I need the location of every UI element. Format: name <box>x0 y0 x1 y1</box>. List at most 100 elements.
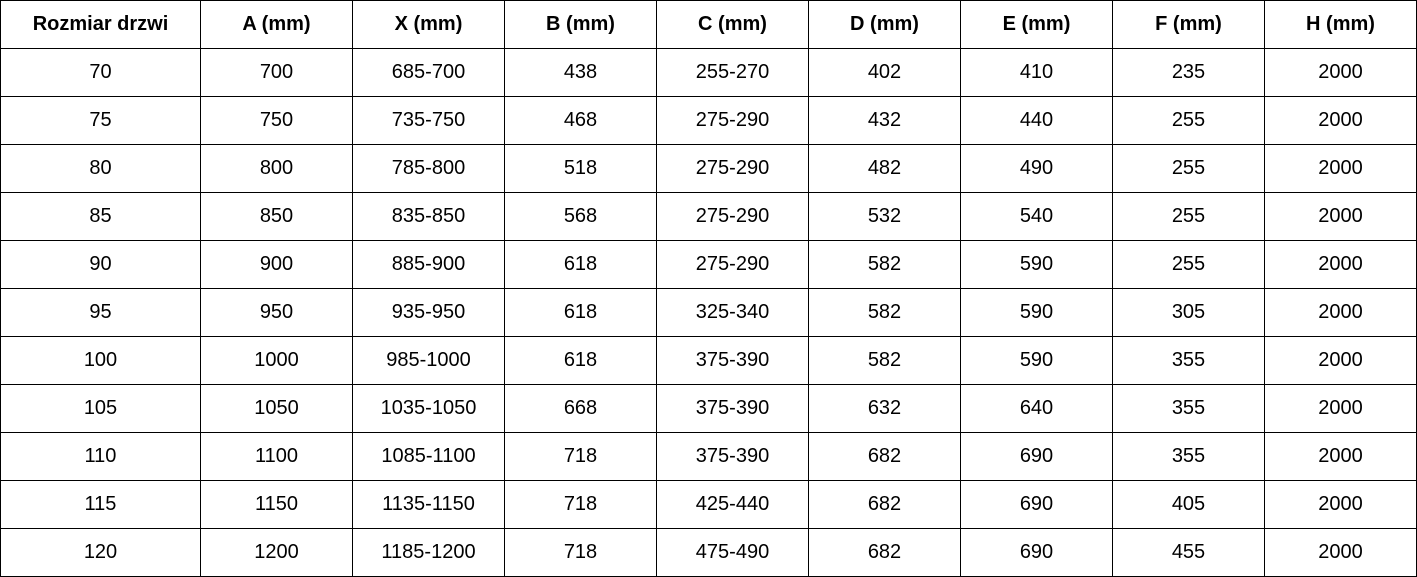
table-cell: 438 <box>504 48 657 97</box>
table-cell: 850 <box>200 192 353 241</box>
table-cell: 375-390 <box>656 384 809 433</box>
table-cell: 1135-1150 <box>352 480 505 529</box>
table-cell: 1035-1050 <box>352 384 505 433</box>
table-cell: 455 <box>1112 528 1265 577</box>
table-row: 115 1150 1135-1150 718 425-440 682 690 405 2000 <box>0 480 1417 529</box>
table-cell: 518 <box>504 144 657 193</box>
table-cell: 95 <box>0 288 201 337</box>
table-row: 70 700 685-700 438 255-270 402 410 235 2000 <box>0 48 1417 97</box>
table-cell: 440 <box>960 96 1113 145</box>
table-cell: 532 <box>808 192 961 241</box>
column-header: D (mm) <box>808 0 961 49</box>
table-row: 80 800 785-800 518 275-290 482 490 255 2000 <box>0 144 1417 193</box>
column-header: A (mm) <box>200 0 353 49</box>
table-cell: 690 <box>960 480 1113 529</box>
table-cell: 405 <box>1112 480 1265 529</box>
table-cell: 115 <box>0 480 201 529</box>
table-cell: 900 <box>200 240 353 289</box>
table-cell: 105 <box>0 384 201 433</box>
column-header: E (mm) <box>960 0 1113 49</box>
table-cell: 718 <box>504 432 657 481</box>
table-cell: 235 <box>1112 48 1265 97</box>
table-cell: 1000 <box>200 336 353 385</box>
table-cell: 120 <box>0 528 201 577</box>
table-row: 90 900 885-900 618 275-290 582 590 255 2000 <box>0 240 1417 289</box>
table-cell: 375-390 <box>656 432 809 481</box>
table-cell: 255-270 <box>656 48 809 97</box>
table-cell: 835-850 <box>352 192 505 241</box>
table-cell: 800 <box>200 144 353 193</box>
table-cell: 475-490 <box>656 528 809 577</box>
table-cell: 375-390 <box>656 336 809 385</box>
table-cell: 885-900 <box>352 240 505 289</box>
table-row: 110 1100 1085-1100 718 375-390 682 690 355 2000 <box>0 432 1417 481</box>
table-cell: 690 <box>960 432 1113 481</box>
table-cell: 325-340 <box>656 288 809 337</box>
table-cell: 305 <box>1112 288 1265 337</box>
table-row: 120 1200 1185-1200 718 475-490 682 690 455 2000 <box>0 528 1417 577</box>
table-cell: 700 <box>200 48 353 97</box>
header-row: Rozmiar drzwi A (mm) X (mm) B (mm) C (mm) D (… <box>0 0 1417 49</box>
table-cell: 70 <box>0 48 201 97</box>
table-cell: 110 <box>0 432 201 481</box>
table-cell: 735-750 <box>352 96 505 145</box>
table-cell: 2000 <box>1264 144 1417 193</box>
table-cell: 632 <box>808 384 961 433</box>
table-cell: 2000 <box>1264 192 1417 241</box>
table-cell: 275-290 <box>656 192 809 241</box>
column-header: Rozmiar drzwi <box>0 0 201 49</box>
table-cell: 2000 <box>1264 528 1417 577</box>
table-cell: 618 <box>504 240 657 289</box>
table-cell: 1085-1100 <box>352 432 505 481</box>
table-cell: 2000 <box>1264 384 1417 433</box>
table-cell: 950 <box>200 288 353 337</box>
table-cell: 402 <box>808 48 961 97</box>
table-cell: 568 <box>504 192 657 241</box>
table-cell: 468 <box>504 96 657 145</box>
table-cell: 90 <box>0 240 201 289</box>
table-cell: 1150 <box>200 480 353 529</box>
table-cell: 490 <box>960 144 1113 193</box>
table-row: 75 750 735-750 468 275-290 432 440 255 2000 <box>0 96 1417 145</box>
table-cell: 2000 <box>1264 336 1417 385</box>
table-cell: 540 <box>960 192 1113 241</box>
table-cell: 275-290 <box>656 144 809 193</box>
table-cell: 1100 <box>200 432 353 481</box>
table-cell: 2000 <box>1264 480 1417 529</box>
table-cell: 275-290 <box>656 96 809 145</box>
table-cell: 1200 <box>200 528 353 577</box>
table-cell: 668 <box>504 384 657 433</box>
table-row: 95 950 935-950 618 325-340 582 590 305 2000 <box>0 288 1417 337</box>
table-cell: 682 <box>808 480 961 529</box>
table-cell: 80 <box>0 144 201 193</box>
table-cell: 355 <box>1112 432 1265 481</box>
table-cell: 432 <box>808 96 961 145</box>
table-cell: 2000 <box>1264 432 1417 481</box>
table-row: 105 1050 1035-1050 668 375-390 632 640 355 2000 <box>0 384 1417 433</box>
table-cell: 582 <box>808 240 961 289</box>
table-cell: 718 <box>504 528 657 577</box>
table-cell: 690 <box>960 528 1113 577</box>
column-header: X (mm) <box>352 0 505 49</box>
table-cell: 275-290 <box>656 240 809 289</box>
table-cell: 618 <box>504 288 657 337</box>
column-header: B (mm) <box>504 0 657 49</box>
table-cell: 75 <box>0 96 201 145</box>
column-header: F (mm) <box>1112 0 1265 49</box>
table-row: 100 1000 985-1000 618 375-390 582 590 355 2000 <box>0 336 1417 385</box>
table-cell: 85 <box>0 192 201 241</box>
column-header: C (mm) <box>656 0 809 49</box>
table-cell: 590 <box>960 336 1113 385</box>
table-cell: 255 <box>1112 192 1265 241</box>
table-cell: 1050 <box>200 384 353 433</box>
table-cell: 255 <box>1112 144 1265 193</box>
table-cell: 682 <box>808 432 961 481</box>
table-cell: 2000 <box>1264 240 1417 289</box>
table-cell: 2000 <box>1264 96 1417 145</box>
table-cell: 2000 <box>1264 48 1417 97</box>
table-row: 85 850 835-850 568 275-290 532 540 255 2000 <box>0 192 1417 241</box>
table-cell: 785-800 <box>352 144 505 193</box>
table-cell: 482 <box>808 144 961 193</box>
table-cell: 985-1000 <box>352 336 505 385</box>
table-cell: 355 <box>1112 336 1265 385</box>
